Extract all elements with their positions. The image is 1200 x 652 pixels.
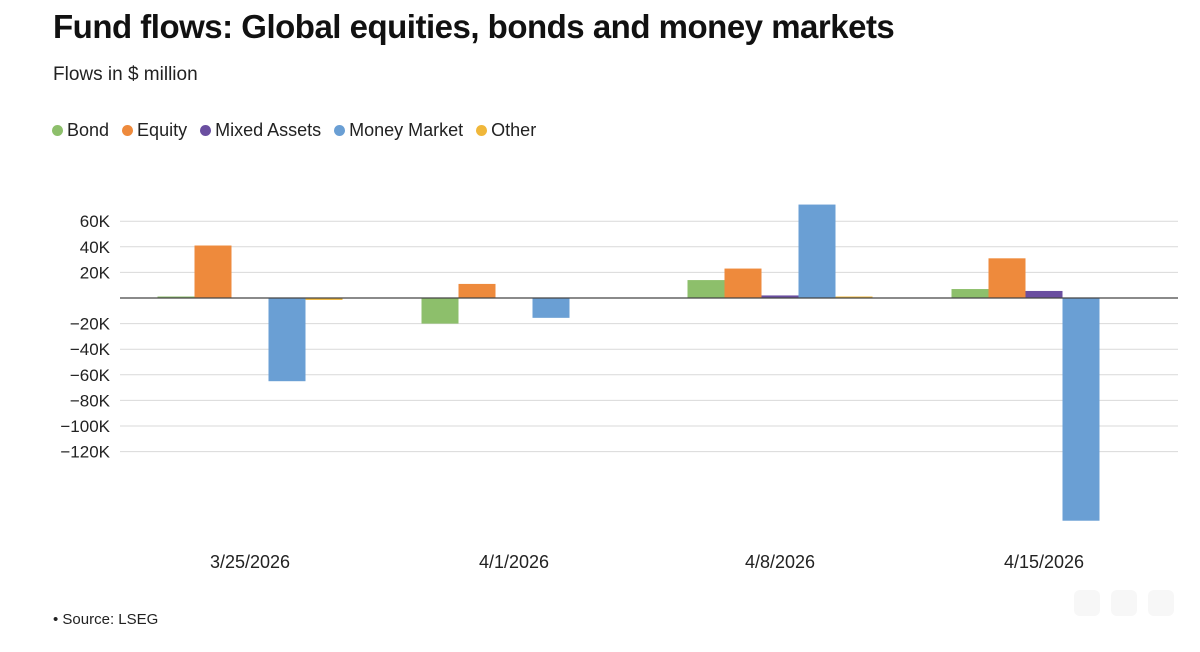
- legend-swatch-other: [476, 125, 488, 136]
- legend-item-money-market: Money Market: [334, 120, 463, 141]
- legend: Bond Equity Mixed Assets Money Market Ot…: [52, 120, 549, 141]
- bar-money-market: [798, 204, 836, 298]
- control-button[interactable]: [1111, 590, 1137, 616]
- legend-item-mixed-assets: Mixed Assets: [200, 120, 321, 141]
- control-button[interactable]: [1148, 590, 1174, 616]
- page-controls: [1063, 590, 1174, 616]
- y-tick-label: 40K: [80, 238, 111, 257]
- bar-equity: [988, 258, 1026, 298]
- legend-item-other: Other: [476, 120, 536, 141]
- chart-title: Fund flows: Global equities, bonds and m…: [53, 8, 895, 45]
- source-note: • Source: LSEG: [53, 611, 159, 628]
- bar-mixed-assets: [761, 295, 799, 298]
- bar-equity: [724, 268, 762, 298]
- chart-subtitle: Flows in $ million: [53, 64, 198, 85]
- y-tick-label: 60K: [80, 212, 111, 231]
- bar-bond: [687, 280, 725, 298]
- bar-other: [835, 296, 873, 298]
- bar-bond: [951, 289, 989, 298]
- legend-label-bond: Bond: [67, 120, 110, 140]
- y-tick-label: −40K: [70, 340, 111, 359]
- legend-label-mixed-assets: Mixed Assets: [215, 120, 322, 140]
- x-tick-label: 4/8/2026: [745, 552, 815, 572]
- control-button[interactable]: [1074, 590, 1100, 616]
- y-tick-label: −20K: [70, 315, 111, 334]
- y-tick-label: 20K: [80, 263, 111, 282]
- y-tick-label: −120K: [60, 443, 110, 462]
- x-axis-labels: 3/25/2026 4/1/2026 4/8/2026 4/15/2026: [210, 552, 1084, 572]
- bar-bond: [421, 298, 459, 324]
- bar-other: [305, 298, 343, 300]
- bar-equity: [458, 283, 496, 298]
- x-tick-label: 4/15/2026: [1004, 552, 1084, 572]
- legend-item-equity: Equity: [122, 120, 187, 141]
- legend-swatch-mixed-assets: [200, 125, 212, 136]
- legend-swatch-equity: [122, 125, 134, 136]
- legend-item-bond: Bond: [52, 120, 109, 141]
- x-tick-label: 3/25/2026: [210, 552, 290, 572]
- bar-bond: [157, 296, 195, 298]
- x-tick-label: 4/1/2026: [479, 552, 549, 572]
- bar-money-market: [532, 298, 570, 318]
- bar-chart: 60K 40K 20K −20K −40K −60K −80K −100K −120K 3/25…: [60, 204, 1178, 572]
- legend-label-other: Other: [491, 120, 537, 140]
- y-axis-ticks: 60K 40K 20K −20K −40K −60K −80K −100K −120K: [60, 212, 110, 461]
- y-tick-label: −100K: [60, 417, 110, 436]
- bars: [157, 204, 1100, 521]
- bar-mixed-assets: [1025, 290, 1063, 298]
- bar-money-market: [1062, 298, 1100, 521]
- legend-swatch-bond: [52, 125, 63, 136]
- y-tick-label: −60K: [70, 366, 111, 385]
- bar-equity: [194, 245, 232, 298]
- legend-label-money-market: Money Market: [349, 120, 464, 140]
- legend-swatch-money-market: [334, 125, 346, 136]
- legend-label-equity: Equity: [137, 120, 188, 140]
- y-tick-label: −80K: [70, 391, 111, 410]
- bar-money-market: [268, 298, 306, 382]
